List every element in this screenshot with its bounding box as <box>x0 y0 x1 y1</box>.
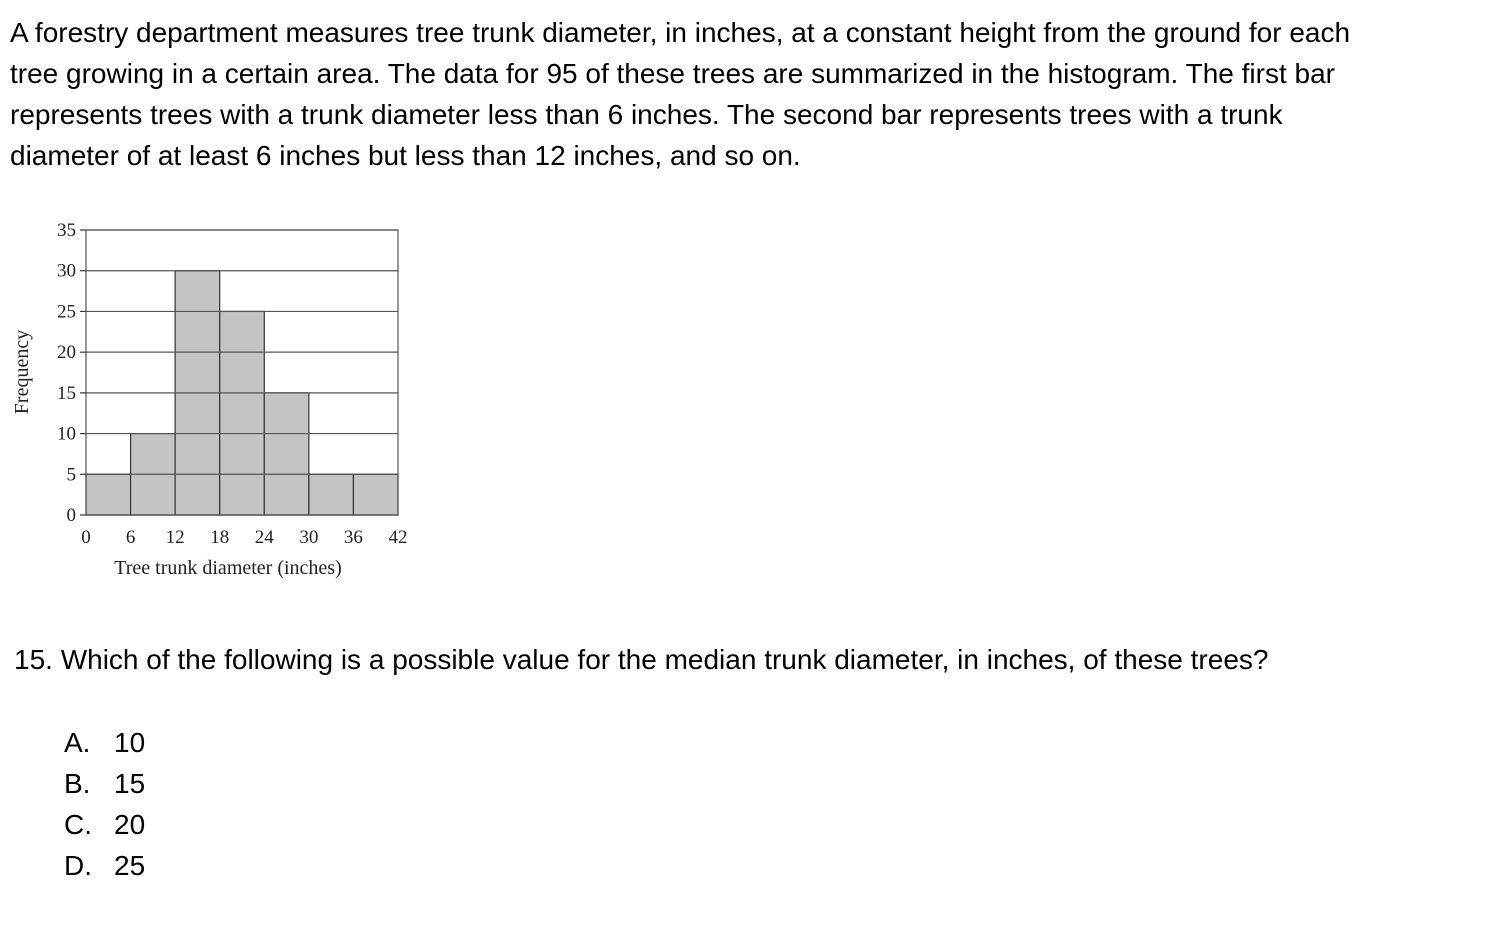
histogram-bar <box>263 392 310 516</box>
choice-letter: D. <box>64 850 92 881</box>
x-tick-label: 12 <box>166 527 185 548</box>
histogram-bar <box>219 310 265 516</box>
histogram-chart: 0 5 10 15 20 25 30 35 0 6 12 18 24 30 36 42 Tree trunk d… <box>11 220 408 579</box>
x-axis-label: Tree trunk diameter (inches) <box>114 557 342 579</box>
y-axis-label: Frequency <box>11 330 33 414</box>
choice-value: 25 <box>114 850 146 881</box>
intro-line: tree growing in a certain area. The data… <box>10 58 1335 89</box>
y-tick-label: 25 <box>57 301 76 322</box>
answer-choices: A. 10 B. 15 C. 20 D. 25 <box>64 722 145 886</box>
y-tick-label: 5 <box>67 464 77 485</box>
choice-value: 10 <box>114 727 146 758</box>
choice-a[interactable]: A. 10 <box>64 722 145 763</box>
x-tick-label: 36 <box>344 527 363 548</box>
x-tick-label: 18 <box>210 527 229 548</box>
intro-line: A forestry department measures tree trun… <box>10 17 1351 48</box>
plot-frame <box>85 229 399 516</box>
y-tick-label: 10 <box>57 424 76 445</box>
histogram-bar <box>308 473 355 516</box>
choice-value: 15 <box>114 768 146 799</box>
choice-letter: B. <box>64 768 91 799</box>
choice-letter: A. <box>64 727 91 758</box>
x-tick-label: 30 <box>299 527 318 548</box>
problem-intro: A forestry department measures tree trun… <box>10 12 1490 176</box>
x-tick-label: 6 <box>126 527 136 548</box>
x-tick-label: 0 <box>81 527 91 548</box>
choice-d[interactable]: D. 25 <box>64 845 145 886</box>
y-tick-label: 0 <box>67 505 77 526</box>
y-tick-label: 35 <box>57 220 76 241</box>
choice-value: 20 <box>114 809 146 840</box>
y-tick-label: 30 <box>57 261 76 282</box>
y-tick-label: 15 <box>57 383 76 404</box>
choice-letter: C. <box>64 809 92 840</box>
histogram-bar <box>85 473 132 516</box>
x-tick-label: 24 <box>255 527 275 548</box>
intro-line: represents trees with a trunk diameter l… <box>10 99 1283 130</box>
choice-b[interactable]: B. 15 <box>64 763 145 804</box>
histogram-bar <box>352 473 399 516</box>
x-tick-label: 42 <box>389 527 408 548</box>
question-text: 15. Which of the following is a possible… <box>14 644 1269 675</box>
intro-line: diameter of at least 6 inches but less t… <box>10 140 801 171</box>
y-tick-label: 20 <box>57 342 76 363</box>
choice-c[interactable]: C. 20 <box>64 804 145 845</box>
